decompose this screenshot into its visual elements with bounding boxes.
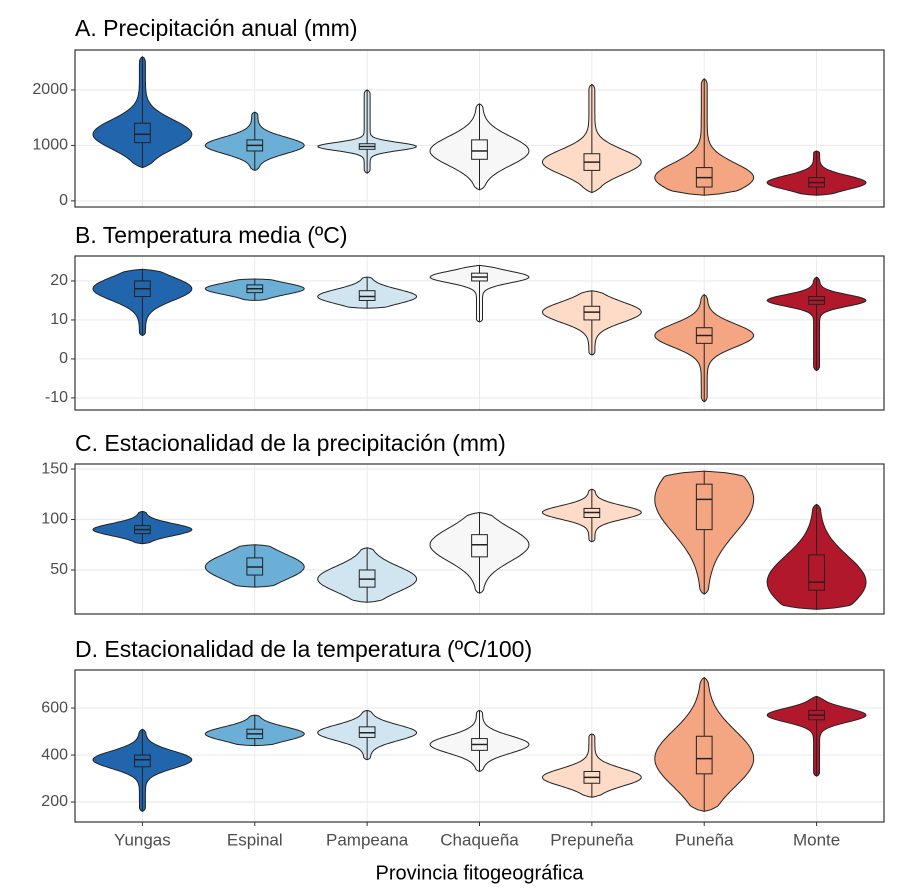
x-tick-label: Puneña [675,830,734,849]
y-tick-label: 2000 [32,81,68,98]
y-tick-label: 10 [50,311,68,328]
violin [429,103,530,191]
x-tick-label: Pampeana [326,830,409,849]
y-tick-label: 600 [41,699,68,716]
panel-border [74,463,885,615]
violin [92,510,193,545]
x-tick-label: Espinal [227,830,283,849]
x-axis-label: Provincia fitogeográfica [376,862,585,884]
y-tick-label: 400 [41,746,68,763]
panel-title: D. Estacionalidad de la temperatura (ºC/… [75,636,532,662]
panel-title: C. Estacionalidad de la precipitación (m… [75,430,506,456]
box [134,122,151,144]
y-tick-label: 200 [41,793,68,810]
y-tick-label: 1000 [32,137,68,154]
y-tick-label: 150 [41,460,68,477]
violin [317,709,418,761]
violin [542,488,642,543]
box [583,305,601,321]
box [695,735,713,775]
x-tick-label: Prepuneña [550,830,634,849]
panel-border [74,49,885,208]
y-tick-label: 50 [50,561,68,578]
violin [204,111,305,171]
box [471,534,488,558]
violin [429,709,530,773]
y-tick-label: 100 [41,511,68,528]
y-tick-label: 0 [59,350,68,367]
box [471,139,488,160]
panel-title: B. Temperatura media (ºC) [75,222,348,248]
y-tick-label: -10 [45,389,68,406]
box [695,483,713,531]
violin [204,278,305,301]
violin [204,714,305,747]
y-tick-label: 0 [59,192,68,209]
panel-border [74,255,885,411]
box [808,554,825,591]
box [358,290,376,301]
violin [654,676,755,812]
x-tick-label: Monte [793,830,840,849]
box [134,754,151,768]
panel-title: A. Precipitación anual (mm) [75,15,358,41]
x-tick-label: Chaqueña [440,830,519,849]
x-tick-label: Yungas [114,830,171,849]
y-tick-label: 20 [50,272,68,289]
